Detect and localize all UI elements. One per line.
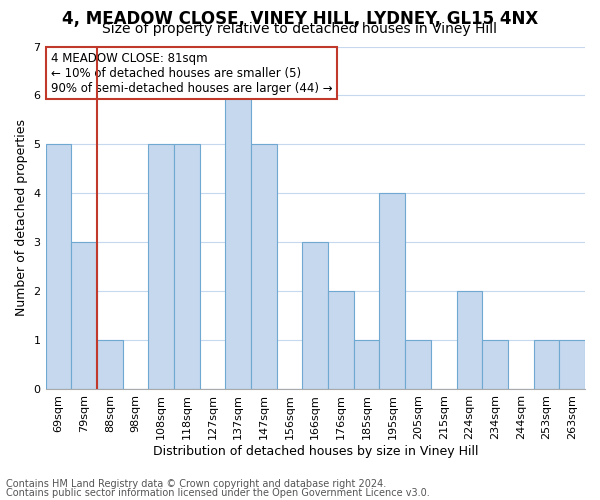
Bar bbox=[328, 291, 354, 389]
Bar bbox=[97, 340, 122, 389]
Text: Contains public sector information licensed under the Open Government Licence v3: Contains public sector information licen… bbox=[6, 488, 430, 498]
Bar bbox=[226, 96, 251, 389]
Bar bbox=[457, 291, 482, 389]
Text: 4, MEADOW CLOSE, VINEY HILL, LYDNEY, GL15 4NX: 4, MEADOW CLOSE, VINEY HILL, LYDNEY, GL1… bbox=[62, 10, 538, 28]
Text: 4 MEADOW CLOSE: 81sqm
← 10% of detached houses are smaller (5)
90% of semi-detac: 4 MEADOW CLOSE: 81sqm ← 10% of detached … bbox=[51, 52, 332, 94]
Text: Size of property relative to detached houses in Viney Hill: Size of property relative to detached ho… bbox=[103, 22, 497, 36]
Bar bbox=[71, 242, 97, 389]
Bar bbox=[251, 144, 277, 389]
Bar bbox=[533, 340, 559, 389]
Bar bbox=[379, 194, 405, 389]
X-axis label: Distribution of detached houses by size in Viney Hill: Distribution of detached houses by size … bbox=[152, 444, 478, 458]
Y-axis label: Number of detached properties: Number of detached properties bbox=[15, 119, 28, 316]
Bar bbox=[559, 340, 585, 389]
Bar bbox=[46, 144, 71, 389]
Text: Contains HM Land Registry data © Crown copyright and database right 2024.: Contains HM Land Registry data © Crown c… bbox=[6, 479, 386, 489]
Bar bbox=[302, 242, 328, 389]
Bar bbox=[482, 340, 508, 389]
Bar bbox=[174, 144, 200, 389]
Bar bbox=[405, 340, 431, 389]
Bar bbox=[148, 144, 174, 389]
Bar bbox=[354, 340, 379, 389]
